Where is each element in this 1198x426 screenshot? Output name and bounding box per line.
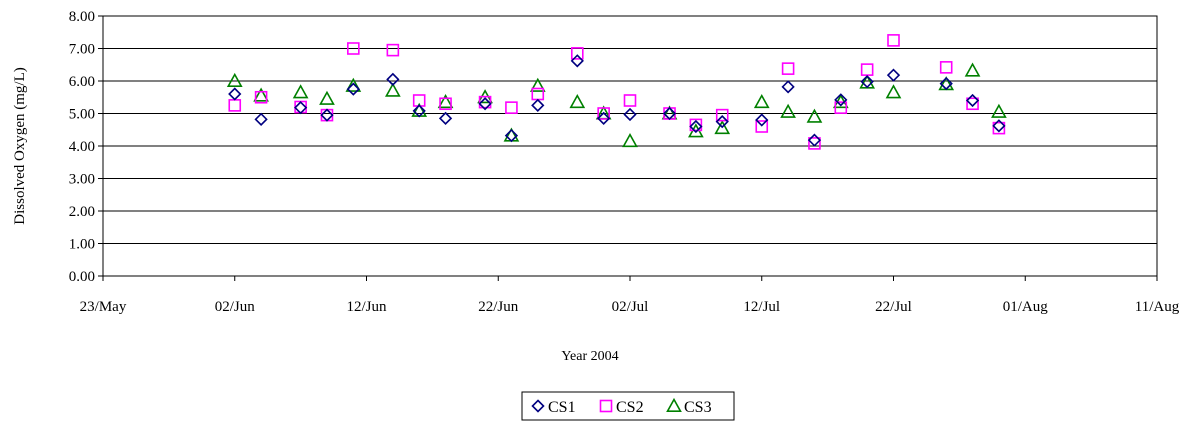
x-tick-label: 02/Jun — [215, 299, 256, 315]
data-point-cs3 — [624, 135, 637, 147]
x-tick-label: 12/Jun — [346, 299, 387, 315]
data-point-cs1 — [295, 102, 306, 113]
x-tick-label: 22/Jun — [478, 299, 519, 315]
data-markers — [228, 35, 1005, 149]
data-point-cs3 — [887, 86, 900, 98]
y-tick-label: 5.00 — [69, 107, 95, 123]
y-axis-label: Dissolved Oxygen (mg/L) — [12, 67, 28, 224]
data-point-cs1 — [783, 81, 794, 92]
data-point-cs1 — [229, 89, 240, 100]
data-point-cs2 — [862, 64, 873, 75]
data-point-cs1 — [809, 135, 820, 146]
y-tick-label: 6.00 — [69, 74, 95, 90]
y-tick-label: 0.00 — [69, 269, 95, 285]
x-axis-ticks: 23/May 02/Jun 12/Jun 22/Jun 02/Jul 12/Jul 22/J… — [80, 276, 1180, 315]
x-tick-label: 02/Jul — [612, 299, 649, 315]
data-point-cs3 — [782, 105, 795, 117]
data-point-cs1 — [572, 55, 583, 66]
x-axis-label: Year 2004 — [561, 349, 618, 364]
data-point-cs2 — [532, 89, 543, 100]
data-point-cs2 — [888, 35, 899, 46]
data-point-cs1 — [321, 110, 332, 121]
legend-label-cs2: CS2 — [616, 399, 644, 416]
y-tick-label: 2.00 — [69, 204, 95, 220]
data-point-cs2 — [387, 45, 398, 56]
data-point-cs3 — [228, 75, 241, 87]
data-point-cs2 — [625, 95, 636, 106]
data-point-cs2 — [506, 102, 517, 113]
data-point-cs1 — [967, 95, 978, 106]
y-tick-label: 1.00 — [69, 237, 95, 253]
data-point-cs3 — [294, 86, 307, 98]
data-point-cs3 — [992, 105, 1005, 117]
series-cs2 — [229, 35, 1004, 149]
data-point-cs1 — [625, 109, 636, 120]
data-point-cs3 — [439, 96, 452, 108]
legend-label-cs3: CS3 — [684, 399, 712, 416]
data-point-cs2 — [941, 62, 952, 73]
legend-label-cs1: CS1 — [548, 399, 576, 416]
data-point-cs2 — [572, 48, 583, 59]
data-point-cs2 — [229, 100, 240, 111]
x-tick-label: 01/Aug — [1003, 299, 1049, 315]
data-point-cs3 — [255, 89, 268, 101]
data-point-cs3 — [808, 110, 821, 122]
data-point-cs3 — [755, 96, 768, 108]
x-tick-label: 12/Jul — [743, 299, 780, 315]
data-point-cs3 — [966, 64, 979, 76]
x-tick-label: 22/Jul — [875, 299, 912, 315]
legend: CS1 CS2 CS3 — [522, 392, 734, 420]
y-tick-label: 7.00 — [69, 42, 95, 58]
data-point-cs1 — [888, 70, 899, 81]
data-point-cs2 — [321, 110, 332, 121]
data-point-cs1 — [256, 114, 267, 125]
y-tick-label: 8.00 — [69, 9, 95, 25]
y-tick-label: 3.00 — [69, 172, 95, 188]
y-tick-label: 4.00 — [69, 139, 95, 155]
data-point-cs2 — [783, 63, 794, 74]
data-point-cs1 — [756, 115, 767, 126]
x-tick-label: 23/May — [80, 299, 127, 315]
x-tick-label: 11/Aug — [1135, 299, 1180, 315]
data-point-cs1 — [440, 113, 451, 124]
data-point-cs3 — [320, 92, 333, 104]
data-point-cs3 — [571, 96, 584, 108]
series-cs1 — [229, 55, 1004, 145]
data-point-cs1 — [532, 100, 543, 111]
y-axis-ticks: 0.00 1.00 2.00 3.00 4.00 5.00 6.00 7.00 8.00 — [69, 9, 103, 285]
